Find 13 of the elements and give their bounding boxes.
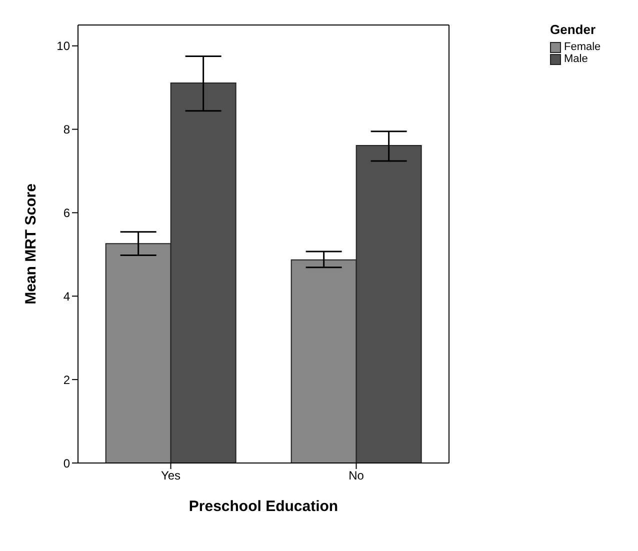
x-tick-label: Yes <box>160 468 181 483</box>
y-tick-label: 8 <box>63 122 70 137</box>
x-axis-title: Preschool Education <box>188 498 338 515</box>
legend-title: Gender <box>550 22 597 37</box>
y-tick-label: 0 <box>63 456 70 470</box>
legend-label: Male <box>564 53 588 65</box>
legend-label: Female <box>564 41 601 53</box>
x-tick-label: No <box>348 468 364 483</box>
y-tick-label: 4 <box>63 289 70 304</box>
y-tick-label: 2 <box>63 372 70 387</box>
y-tick-label: 10 <box>56 39 70 54</box>
y-tick-label: 6 <box>63 206 70 220</box>
y-axis-title: Mean MRT Score <box>22 184 40 304</box>
